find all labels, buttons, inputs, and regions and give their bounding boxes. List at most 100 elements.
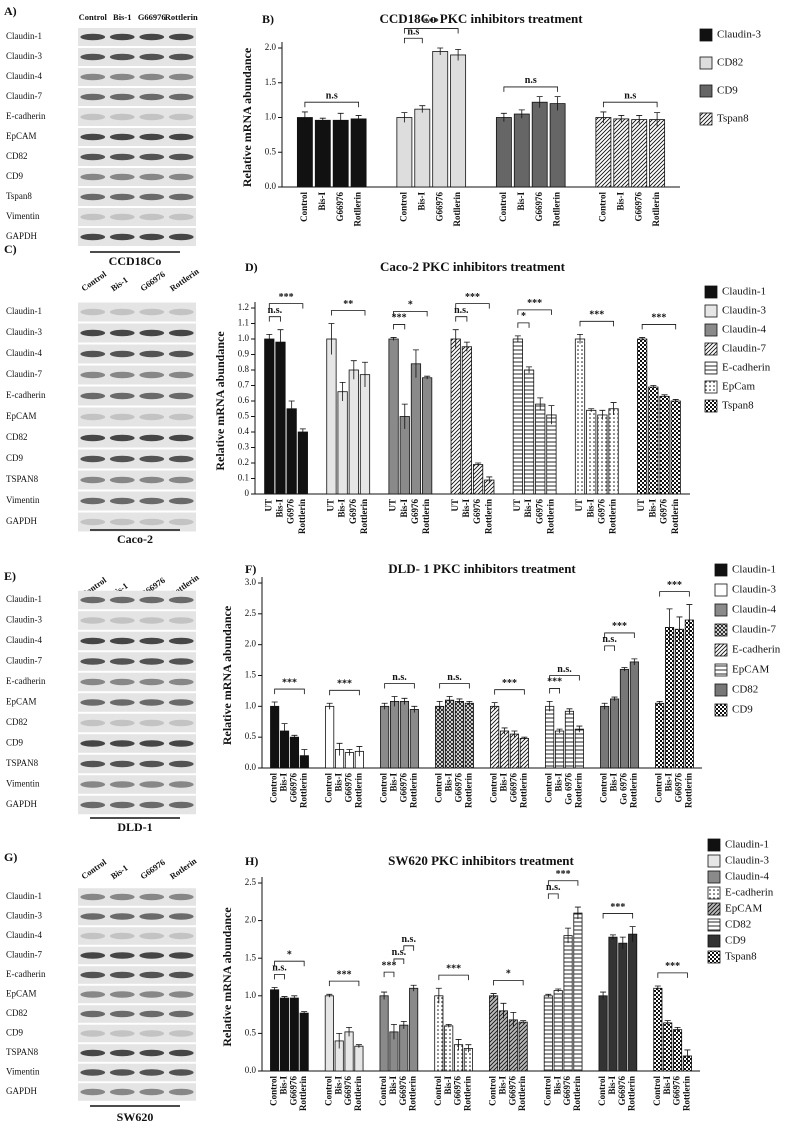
- blot-band: [109, 53, 135, 61]
- error-bar: [346, 749, 353, 756]
- blot-band: [168, 233, 194, 241]
- error-bar: [328, 323, 335, 355]
- significance-label: ***: [382, 960, 397, 971]
- error-bar: [511, 730, 518, 738]
- blot-row-label: Claudin-4: [6, 71, 42, 81]
- error-bar: [326, 702, 333, 710]
- significance-bracket: [274, 688, 305, 695]
- blot-strip: [78, 966, 196, 984]
- blot-band: [139, 740, 165, 747]
- blot-band: [168, 658, 194, 665]
- error-bar: [475, 462, 482, 467]
- x-tick-label: Rotllerin: [651, 192, 661, 227]
- blot-band: [168, 497, 194, 505]
- x-tick-label: Bis-I: [585, 499, 595, 518]
- error-bar: [436, 701, 443, 712]
- x-tick-label: Control: [489, 773, 499, 803]
- bar: [513, 113, 530, 188]
- error-bar: [621, 667, 628, 672]
- legend-label: Claudin-1: [732, 564, 776, 576]
- legend-swatch: [714, 643, 728, 657]
- error-bar: [639, 337, 646, 341]
- blot-band: [168, 329, 194, 337]
- y-tick-label: 0.1: [238, 473, 249, 483]
- x-tick-label: G66976: [562, 1076, 572, 1106]
- blot-band: [80, 637, 106, 645]
- blot-band: [80, 1069, 106, 1076]
- blot-band: [168, 193, 194, 201]
- y-tick-label: 2.0: [245, 915, 257, 925]
- error-bar: [520, 1020, 527, 1024]
- error-bar: [301, 1011, 308, 1015]
- blot-row-label: CD9: [6, 1028, 24, 1038]
- error-bar: [411, 705, 418, 713]
- blot-band: [80, 658, 106, 665]
- blot-row-label: GAPDH: [6, 1086, 38, 1096]
- blot-band: [139, 1088, 165, 1096]
- legend-label: Claudin-4: [725, 871, 769, 883]
- legend-label: Claudin-4: [722, 324, 766, 336]
- significance-bracket: [304, 101, 360, 108]
- error-bar: [600, 111, 607, 124]
- error-bar: [545, 993, 552, 998]
- significance-bracket: [403, 37, 423, 44]
- error-bar: [419, 105, 426, 113]
- blot-band: [168, 893, 194, 901]
- significance-label: n.s: [326, 91, 338, 102]
- blot-band: [109, 991, 135, 998]
- legend-label: CD9: [717, 85, 738, 97]
- legend-label: EpCAM: [725, 903, 763, 915]
- blot-band: [80, 760, 106, 768]
- blot-row-label: Claudin-3: [6, 615, 42, 625]
- significance-label: ***: [610, 902, 625, 913]
- y-axis-label: Relative mRNA abundance: [213, 331, 227, 471]
- blot-band: [139, 434, 165, 442]
- error-bar: [666, 608, 673, 646]
- blot-strip: [78, 208, 196, 226]
- x-tick-label: Bis-I: [389, 773, 399, 792]
- bar: [326, 338, 337, 495]
- blot-strip: [78, 795, 196, 815]
- legend-label: Claudin-4: [732, 604, 776, 616]
- bar: [489, 995, 499, 1072]
- blot-band: [80, 801, 106, 809]
- blot-band: [168, 1030, 194, 1037]
- blot-band: [168, 740, 194, 747]
- error-bar: [346, 1026, 353, 1037]
- x-tick-label: Control: [654, 773, 664, 803]
- blot-row-label: Claudin-4: [6, 348, 42, 358]
- x-tick-label: Bis-I: [416, 192, 426, 211]
- blot-strip: [78, 168, 196, 186]
- legend-label: CD82: [725, 919, 751, 931]
- blot-strip: [78, 228, 196, 246]
- x-tick-label: Bis-I: [664, 773, 674, 792]
- legend-swatch: [714, 623, 728, 637]
- blot-row-label: EpCAM: [6, 131, 37, 141]
- x-tick-label: Bis-I: [609, 773, 619, 792]
- significance-bracket: [602, 101, 658, 108]
- blot-band: [109, 699, 135, 706]
- blot-band: [109, 1049, 135, 1057]
- bar: [684, 619, 694, 769]
- significance-bracket: [393, 311, 428, 317]
- blot-strip: [78, 108, 196, 126]
- blot-band: [139, 932, 165, 940]
- blot-band: [168, 952, 194, 959]
- blot-band: [139, 33, 165, 41]
- blot-band: [109, 971, 135, 979]
- blot-band: [109, 308, 135, 316]
- error-bar: [577, 333, 584, 344]
- bar: [631, 119, 648, 188]
- y-tick-label: 0.2: [238, 457, 249, 467]
- blot-band: [139, 760, 165, 768]
- blot-band: [139, 497, 165, 505]
- significance-label: ***: [547, 677, 562, 688]
- significance-label: ***: [337, 969, 352, 980]
- lane-label: Bis-1: [109, 274, 130, 293]
- blot-band: [109, 73, 135, 81]
- legend-swatch: [699, 84, 713, 98]
- significance-label: n.s: [407, 27, 419, 38]
- x-tick-label: Rottlerin: [298, 1076, 308, 1111]
- blot-strip: [78, 128, 196, 146]
- blot-strip: [78, 148, 196, 166]
